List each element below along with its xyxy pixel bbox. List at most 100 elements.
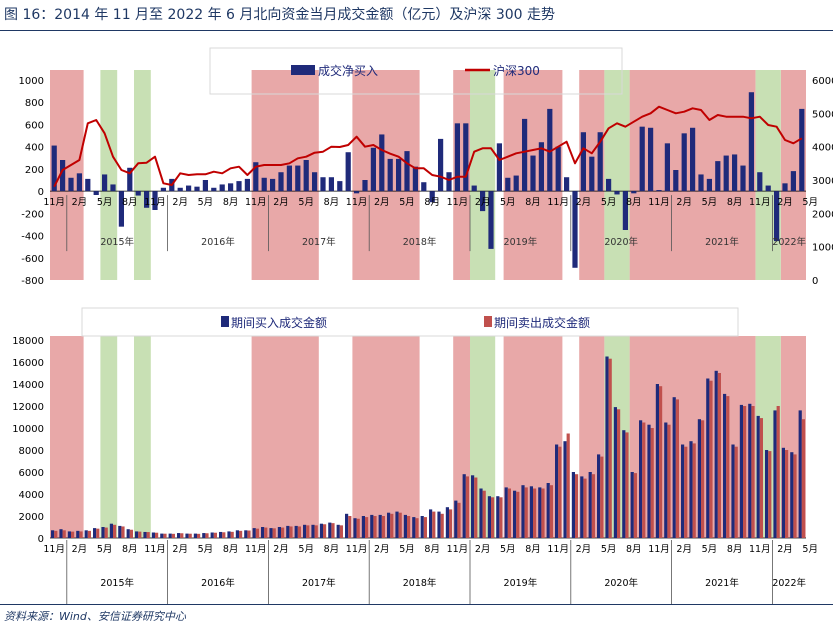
buy-amount-bar (765, 450, 769, 538)
net-buy-bar (345, 152, 351, 192)
sell-amount-bar (87, 530, 91, 538)
sell-amount-bar (339, 525, 343, 538)
bottom-month-label: 8月 (727, 544, 743, 555)
buy-amount-bar (67, 531, 71, 538)
sell-amount-bar (104, 527, 108, 538)
legend-label-buy: 期间买入成交金额 (231, 315, 327, 330)
sell-amount-bar (457, 502, 461, 538)
sell-amount-bar (62, 530, 66, 538)
sell-amount-bar (432, 511, 436, 538)
buy-amount-bar (177, 533, 181, 538)
net-buy-bar (76, 173, 83, 192)
net-buy-bar (757, 172, 763, 192)
bottom-y-tick-label: 14000 (12, 380, 44, 391)
bottom-month-label: 5月 (500, 544, 516, 555)
net-buy-bar (269, 178, 276, 192)
net-buy-bar (362, 180, 368, 192)
net-buy-bar (471, 185, 477, 192)
bottom-month-label: 2月 (576, 544, 592, 555)
net-buy-bar (765, 185, 771, 192)
buy-amount-bar (588, 472, 592, 538)
net-buy-bar (572, 191, 578, 268)
bottom-year-label: 2020年 (604, 577, 638, 589)
sell-amount-bar (390, 513, 394, 538)
top-month-label: 2月 (676, 197, 692, 208)
sell-amount-bar (650, 428, 654, 538)
buy-amount-bar (51, 530, 55, 538)
top-month-label: 5月 (399, 197, 415, 208)
top-month-label: 2月 (576, 197, 592, 208)
legend-label-sell: 期间卖出成交金额 (494, 315, 590, 330)
green-shade-period (100, 336, 118, 538)
buy-amount-bar (252, 528, 256, 538)
net-buy-bar (790, 171, 797, 192)
sell-amount-bar (675, 399, 679, 538)
buy-amount-bar (781, 447, 785, 538)
sell-amount-bar (314, 525, 318, 538)
sell-amount-bar (129, 529, 133, 538)
bottom-month-label: 5月 (298, 544, 314, 555)
right-tick-label: 5000 (812, 109, 833, 120)
buy-amount-bar (521, 485, 525, 538)
net-buy-bar (337, 181, 343, 192)
left-tick-label: -600 (21, 254, 44, 265)
figure-title: 图 16：2014 年 11 月至 2022 年 6 月北向资金当月成交金额（亿… (4, 7, 556, 23)
sell-amount-bar (701, 420, 705, 538)
top-month-label: 5月 (601, 197, 617, 208)
hs300-line (53, 105, 803, 188)
sell-amount-bar (121, 526, 125, 538)
buy-amount-bar (597, 454, 601, 538)
tick-labels: 10008006004002000-200-400-600-8006000500… (12, 76, 833, 589)
buy-amount-bar (647, 424, 651, 538)
net-buy-bar (261, 177, 267, 192)
sell-amount-bar (138, 531, 142, 538)
buy-amount-bar (345, 513, 349, 538)
top-month-label: 8月 (324, 197, 340, 208)
buy-amount-bar (303, 524, 307, 538)
sell-amount-bar (533, 488, 537, 538)
sell-amount-bar (549, 485, 553, 538)
top-year-label: 2019年 (504, 236, 538, 248)
left-tick-label: -800 (21, 276, 44, 287)
buy-amount-bar (219, 531, 223, 538)
sell-amount-bar (79, 531, 83, 538)
bottom-month-label: 2月 (72, 544, 88, 555)
sell-amount-bar (222, 532, 226, 538)
top-month-label: 11月 (346, 197, 368, 208)
left-tick-label: 0 (38, 187, 44, 198)
red-shade-period (251, 336, 319, 538)
buy-amount-bar (378, 514, 382, 538)
sell-amount-bar (54, 530, 58, 538)
bottom-year-label: 2022年 (772, 577, 806, 589)
net-buy-bar (706, 178, 713, 192)
buy-amount-bar (126, 529, 130, 538)
buy-amount-bar (135, 531, 139, 538)
sell-amount-bar (272, 528, 276, 538)
bottom-month-label: 2月 (475, 544, 491, 555)
buy-amount-bar (168, 533, 172, 538)
bottom-month-label: 11月 (648, 544, 670, 555)
sell-amount-bar (230, 531, 234, 538)
sell-amount-bar (692, 443, 696, 538)
top-month-label: 11月 (144, 197, 166, 208)
bottom-y-tick-label: 10000 (12, 424, 44, 435)
sell-amount-bar (180, 533, 184, 538)
net-buy-bar (555, 146, 561, 192)
buy-amount-bar (706, 378, 710, 538)
net-buy-bar (530, 155, 536, 192)
net-buy-bar (127, 167, 133, 192)
red-shade-period (50, 336, 84, 538)
top-month-label: 11月 (547, 197, 569, 208)
buy-amount-bar (387, 512, 391, 538)
sell-amount-bar (734, 446, 738, 538)
buy-amount-bar (479, 488, 483, 538)
sell-amount-bar (726, 396, 730, 538)
axis-lines (50, 190, 806, 604)
bottom-y-tick-label: 12000 (12, 402, 44, 413)
net-buy-bar (605, 178, 612, 192)
buy-amount-bar (748, 403, 752, 538)
sell-amount-bar (146, 532, 150, 538)
left-tick-label: 800 (25, 98, 44, 109)
buy-amount-bar (185, 533, 189, 538)
buy-amount-bar (336, 524, 340, 538)
